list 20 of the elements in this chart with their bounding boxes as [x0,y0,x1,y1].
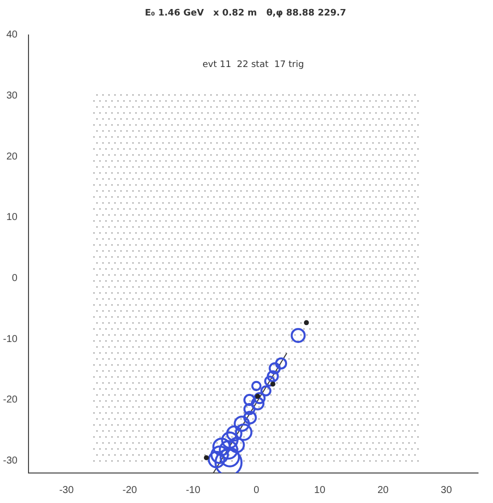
y-tick-label: 40 [6,30,18,41]
x-tick-label: 20 [377,484,390,496]
x-tick-label: 10 [314,484,326,496]
y-tick-label: 10 [6,212,18,224]
y-tick-label: 20 [6,151,18,162]
y-tick-label: 30 [6,90,18,102]
x-tick-label: 30 [440,484,452,496]
point [270,382,276,387]
point [304,320,309,326]
y-tick-label: 0 [12,272,18,284]
x-tick-label: -10 [186,484,201,496]
chart-title: E₀ 1.46 GeV x 0.82 m θ,φ 88.88 229.7 [144,8,346,19]
y-tick-label: -10 [3,334,18,345]
x-tick-label: -20 [122,484,138,496]
x-tick-label: 0 [254,484,260,496]
point [204,455,209,460]
y-tick-label: -30 [3,456,18,467]
y-tick-label: -20 [3,394,18,406]
x-tick-label: -30 [59,484,74,496]
text: evt 11 22 stat 17 trig [202,60,304,70]
